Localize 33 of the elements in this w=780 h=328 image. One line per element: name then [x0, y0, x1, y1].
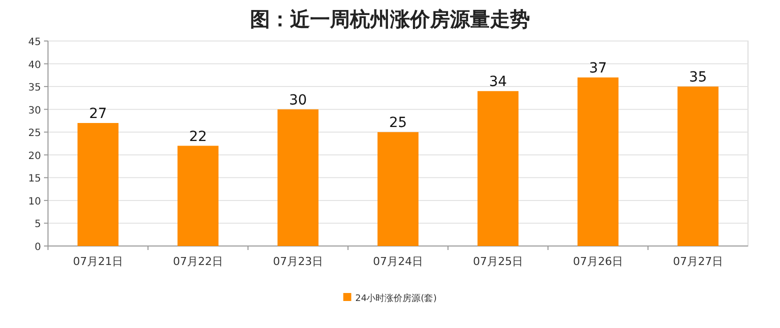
data-label: 35 — [689, 70, 707, 86]
bar — [78, 123, 118, 246]
x-tick-label: 07月25日 — [473, 255, 523, 268]
x-tick-label: 07月21日 — [73, 255, 123, 268]
bar — [478, 91, 518, 246]
y-tick-label: 15 — [28, 174, 41, 185]
data-label: 25 — [389, 115, 407, 132]
bar — [578, 77, 618, 246]
bar — [678, 86, 718, 246]
bar — [378, 132, 418, 246]
x-tick-label: 07月24日 — [373, 255, 423, 268]
y-tick-label: 0 — [34, 242, 41, 253]
data-label: 30 — [289, 92, 307, 108]
data-label: 34 — [489, 74, 507, 90]
y-tick-label: 10 — [28, 196, 41, 208]
x-tick-label: 07月26日 — [573, 255, 623, 268]
data-label: 27 — [89, 106, 107, 122]
bar — [178, 146, 218, 246]
x-tick-label: 07月27日 — [673, 255, 723, 268]
y-tick-label: 5 — [34, 219, 41, 230]
data-label: 22 — [189, 128, 207, 145]
x-tick-label: 07月23日 — [273, 255, 323, 268]
y-tick-label: 20 — [28, 150, 41, 162]
y-tick-label: 35 — [28, 82, 41, 94]
y-tick-label: 45 — [28, 37, 41, 48]
y-tick-label: 30 — [28, 105, 41, 116]
chart-title: 图：近一周杭州涨价房源量走势 — [250, 7, 530, 31]
y-tick-label: 25 — [28, 128, 41, 140]
data-label: 37 — [589, 60, 607, 76]
x-tick-label: 07月22日 — [173, 255, 223, 268]
legend-label: 24小时涨价房源(套) — [355, 293, 437, 304]
bar — [278, 109, 318, 246]
y-tick-label: 40 — [28, 60, 41, 71]
